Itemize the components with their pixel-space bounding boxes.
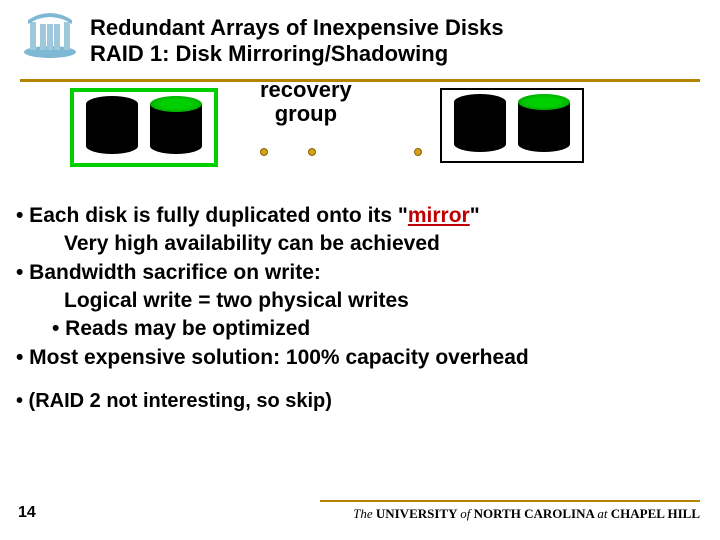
disk: [86, 96, 138, 154]
raid2-note: • (RAID 2 not interesting, so skip): [16, 390, 704, 413]
disk-group-right: [440, 88, 584, 163]
footer-university: The UNIVERSITY of NORTH CAROLINA at CHAP…: [353, 506, 700, 522]
disk: [454, 94, 506, 152]
slide-footer: 14 The UNIVERSITY of NORTH CAROLINA at C…: [0, 488, 720, 528]
recovery-group-label: recovery group: [260, 78, 352, 126]
disk-mirror: [150, 96, 202, 154]
disk-mirror: [518, 94, 570, 152]
bullet-line-1a: • Each disk is fully duplicated onto its…: [16, 204, 408, 227]
recovery-label-line1: recovery: [260, 77, 352, 102]
ellipsis-dot: [308, 148, 316, 156]
unc-logo: [20, 10, 80, 60]
title-line-2: RAID 1: Disk Mirroring/Shadowing: [90, 41, 700, 67]
diagram: recovery group: [0, 78, 720, 188]
disk-group-left: [70, 88, 218, 167]
bullet-line-5: • Reads may be optimized: [16, 317, 310, 340]
footer-rule: [320, 500, 700, 502]
title-line-1: Redundant Arrays of Inexpensive Disks: [90, 15, 700, 41]
bullet-line-2: Very high availability can be achieved: [16, 232, 440, 255]
mirror-word: mirror: [408, 204, 470, 227]
recovery-label-line2: group: [275, 101, 337, 126]
ellipsis-dot: [260, 148, 268, 156]
bullet-line-6: • Most expensive solution: 100% capacity…: [16, 346, 529, 369]
ellipsis-dot: [414, 148, 422, 156]
bullet-list: • Each disk is fully duplicated onto its…: [16, 202, 704, 372]
content-body: • Each disk is fully duplicated onto its…: [0, 188, 720, 413]
slide-header: Redundant Arrays of Inexpensive Disks RA…: [0, 0, 720, 75]
bullet-line-1b: ": [470, 204, 480, 227]
bullet-line-4: Logical write = two physical writes: [16, 289, 409, 312]
bullet-line-3: • Bandwidth sacrifice on write:: [16, 261, 321, 284]
page-number: 14: [18, 504, 36, 522]
